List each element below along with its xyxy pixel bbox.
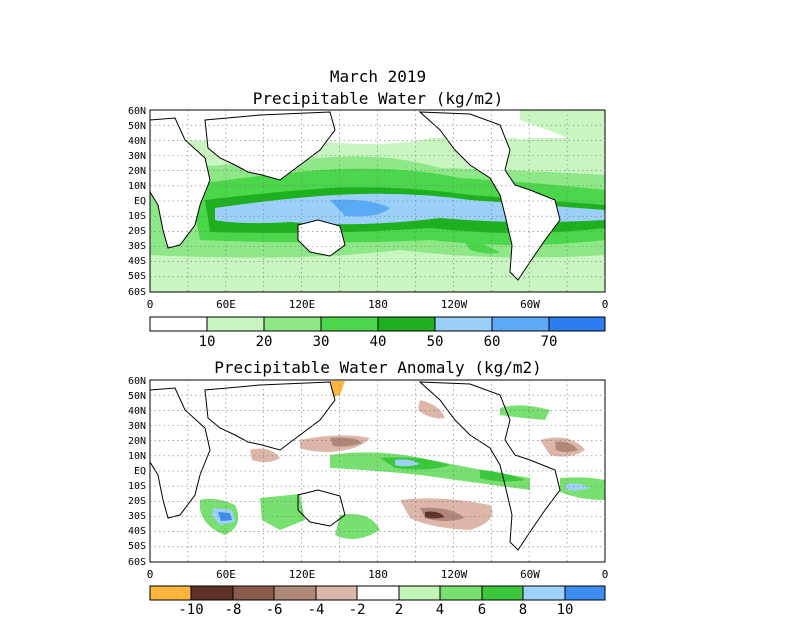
anomaly-colorbar-label: 4: [436, 602, 444, 618]
anomaly-colorbar: -10 -8 -6 -4 -2 2 4 6 8 10: [149, 585, 606, 618]
pw-colorbar-box: [149, 316, 208, 332]
anomaly-lat-label: 50S: [128, 541, 146, 552]
pw-title: Precipitable Water (kg/m2): [253, 89, 503, 108]
anomaly-lon-label: 180: [368, 568, 388, 581]
anomaly-colorbar-box: [398, 585, 441, 601]
pw-lon-label: 60E: [216, 298, 236, 311]
pw-lat-label: 30S: [128, 241, 146, 252]
pw-lat-label: 20S: [128, 226, 146, 237]
anomaly-lat-label: 60N: [128, 376, 146, 387]
pw-colorbar-label: 30: [313, 334, 330, 350]
anomaly-colorbar-label: -4: [308, 602, 325, 618]
pw-map: [149, 109, 606, 293]
pw-colorbar-box: [434, 316, 493, 332]
anomaly-lat-label: 50N: [128, 391, 146, 402]
anomaly-title: Precipitable Water Anomaly (kg/m2): [214, 358, 542, 377]
pw-lat-label: 10S: [128, 211, 146, 222]
anomaly-lat-label: 40S: [128, 526, 146, 537]
anomaly-gridlines: [150, 380, 605, 562]
anomaly-colorbar-label: -8: [225, 602, 242, 618]
pw-lon-label: 0: [147, 298, 154, 311]
anomaly-lon-label: 120E: [289, 568, 316, 581]
anomaly-lat-label: 30S: [128, 511, 146, 522]
anomaly-colorbar-label: 6: [478, 602, 486, 618]
pw-colorbar-box: [206, 316, 265, 332]
pw-lat-label: 10N: [128, 181, 146, 192]
pw-colorbar-label: 40: [370, 334, 387, 350]
anomaly-lon-label: 60W: [520, 568, 540, 581]
anomaly-colorbar-box: [481, 585, 524, 601]
anomaly-lon-label: 0: [602, 568, 609, 581]
pw-lon-label: 180: [368, 298, 388, 311]
pw-colorbar: 10 20 30 40 50 60 70: [149, 316, 606, 350]
anomaly-lat-label: 10S: [128, 481, 146, 492]
date-title: March 2019: [330, 67, 426, 86]
pw-colorbar-label: 20: [256, 334, 273, 350]
pw-lat-label: 20N: [128, 166, 146, 177]
pw-lon-label: 120W: [441, 298, 468, 311]
anomaly-lon-labels: 0 60E 120E 180 120W 60W 0: [147, 568, 609, 581]
pw-lon-label: 120E: [289, 298, 316, 311]
anomaly-map: [149, 379, 606, 563]
pw-lat-labels: 60N 50N 40N 30N 20N 10N EQ 10S 20S 30S 4…: [128, 106, 146, 298]
anomaly-colorbar-label: 2: [395, 602, 403, 618]
anomaly-continents: [150, 381, 561, 551]
pw-colorbar-box: [548, 316, 606, 332]
anomaly-lat-label: EQ: [134, 466, 146, 477]
anomaly-colorbar-box: [149, 585, 192, 601]
anomaly-colorbar-box: [356, 585, 400, 601]
anomaly-colorbar-box: [522, 585, 566, 601]
anomaly-lat-label: 40N: [128, 406, 146, 417]
pw-continents: [150, 111, 561, 281]
pw-lat-label: 50N: [128, 121, 146, 132]
pw-colorbar-label: 60: [484, 334, 501, 350]
pw-lon-label: 0: [602, 298, 609, 311]
anomaly-lat-label: 60S: [128, 557, 146, 568]
pw-lat-label: 50S: [128, 271, 146, 282]
pw-lat-label: 60N: [128, 106, 146, 117]
anomaly-colorbar-label: 8: [519, 602, 527, 618]
anomaly-lat-labels: 60N 50N 40N 30N 20N 10N EQ 10S 20S 30S 4…: [128, 376, 146, 568]
pw-lat-label: 30N: [128, 151, 146, 162]
pw-colorbar-box: [320, 316, 379, 332]
pw-colorbar-box: [377, 316, 436, 332]
anomaly-colorbar-label: 10: [557, 602, 574, 618]
pw-lon-labels: 0 60E 120E 180 120W 60W 0: [147, 298, 609, 311]
pw-colorbar-box: [491, 316, 550, 332]
pw-lat-label: 40N: [128, 136, 146, 147]
pw-colorbar-label: 50: [427, 334, 444, 350]
pw-colorbar-label: 10: [199, 334, 216, 350]
anomaly-colorbar-box: [564, 585, 606, 601]
anomaly-colorbar-box: [273, 585, 317, 601]
pw-colorbar-box: [263, 316, 322, 332]
anomaly-colorbar-box: [315, 585, 358, 601]
anomaly-colorbar-box: [439, 585, 483, 601]
anomaly-lon-label: 60E: [216, 568, 236, 581]
pw-lat-label: 40S: [128, 256, 146, 267]
pw-lat-label: EQ: [134, 196, 146, 207]
anomaly-lat-label: 30N: [128, 421, 146, 432]
pw-colorbar-label: 70: [541, 334, 558, 350]
anomaly-colorbar-box: [232, 585, 275, 601]
anomaly-colorbar-label: -6: [266, 602, 283, 618]
anomaly-lat-label: 10N: [128, 451, 146, 462]
anomaly-lat-label: 20S: [128, 496, 146, 507]
pw-lat-label: 60S: [128, 287, 146, 298]
anomaly-colorbar-label: -10: [178, 602, 203, 618]
pw-gridlines: [150, 110, 605, 292]
anomaly-colorbar-box: [190, 585, 234, 601]
anomaly-lat-label: 20N: [128, 436, 146, 447]
pw-lon-label: 60W: [520, 298, 540, 311]
anomaly-lon-label: 120W: [441, 568, 468, 581]
anomaly-lon-label: 0: [147, 568, 154, 581]
anomaly-colorbar-label: -2: [349, 602, 366, 618]
